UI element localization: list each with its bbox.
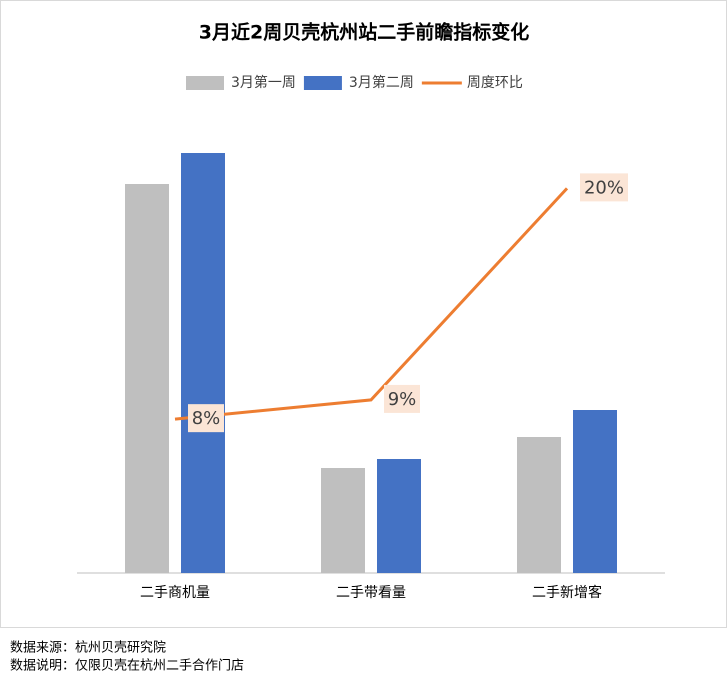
data-label-box [580, 173, 628, 202]
data-label: 20% [584, 177, 624, 198]
legend-label: 3月第一周 [231, 74, 296, 91]
x-tick-label: 二手商机量 [140, 585, 210, 601]
legend-swatch [303, 76, 342, 90]
legend-label: 3月第二周 [349, 74, 414, 91]
line-series [174, 187, 569, 421]
data-label: 8% [192, 408, 221, 429]
bar [321, 468, 365, 573]
x-tick-label: 二手带看量 [336, 585, 406, 601]
bar [517, 437, 561, 573]
data-label: 9% [388, 389, 417, 410]
bar [181, 153, 225, 573]
legend-label: 周度环比 [467, 75, 523, 91]
data-label-box [384, 384, 420, 413]
bar [377, 459, 421, 573]
bar [573, 410, 617, 573]
footer-note: 数据来源：杭州贝壳研究院 [10, 641, 166, 656]
legend-swatch [186, 76, 224, 90]
footer-note: 数据说明：仅限贝壳在杭州二手合作门店 [10, 659, 244, 674]
chart-title: 3月近2周贝壳杭州站二手前瞻指标变化 [199, 21, 529, 44]
data-label-box [188, 404, 224, 433]
x-tick-label: 二手新增客 [532, 584, 602, 601]
bar [125, 184, 169, 573]
